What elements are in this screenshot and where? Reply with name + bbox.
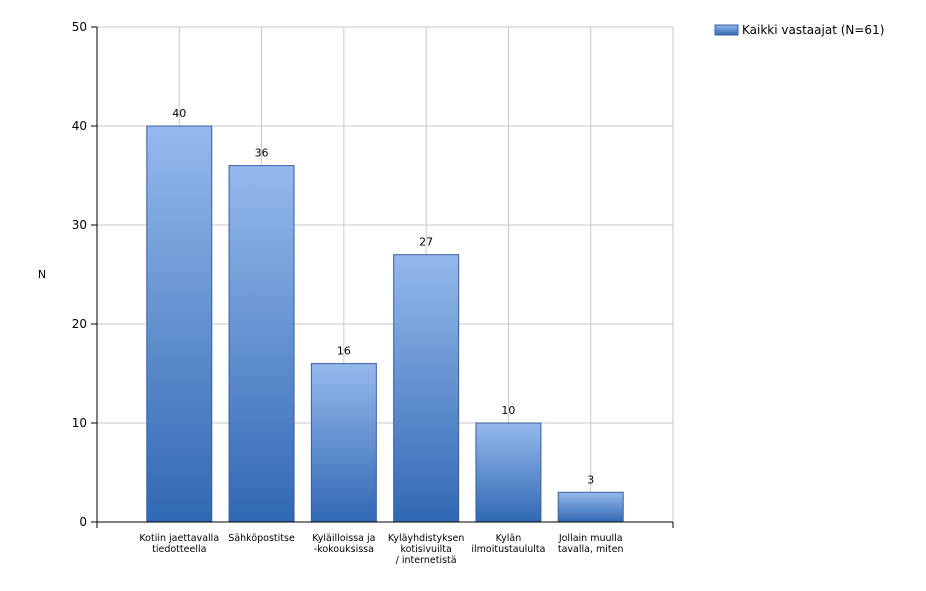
y-tick-label: 10 [72, 416, 87, 430]
data-label: 3 [587, 473, 594, 486]
y-tick-label: 50 [72, 20, 87, 34]
x-tick-label: Kyläilloissa ja -kokouksissa [312, 533, 375, 555]
legend: Kaikki vastaajat (N=61) [714, 23, 884, 37]
data-label: 10 [501, 404, 515, 417]
y-tick-label: 20 [72, 317, 87, 331]
legend-entry: Kaikki vastaajat (N=61) [742, 23, 884, 37]
bar [228, 165, 295, 523]
x-tick-label: Sähköpostitse [228, 533, 295, 544]
x-tick-label: Kyläyhdistyksen kotisivuilta / internetist… [388, 533, 465, 566]
y-axis-title: N [38, 268, 46, 281]
bar [475, 422, 542, 523]
y-tick-label: 40 [72, 119, 87, 133]
y-tick-label: 30 [72, 218, 87, 232]
x-tick-label: Kylän ilmoitustaululta [471, 533, 545, 555]
bars [146, 125, 624, 523]
bar [393, 254, 460, 523]
bar [310, 363, 377, 523]
legend-swatch [714, 24, 739, 36]
data-label: 36 [255, 147, 269, 160]
data-label: 27 [419, 236, 433, 249]
data-label: 40 [172, 107, 186, 120]
x-tick-label: Kotiin jaettavalla tiedotteella [139, 533, 219, 555]
labels: 0 10 20 30 40 50 40 36 16 27 10 3 Kotiin jaettavalla… [72, 20, 624, 566]
bar [557, 491, 624, 523]
bar [146, 125, 213, 523]
y-tick-label: 0 [79, 515, 87, 529]
data-label: 16 [337, 345, 351, 358]
axes [91, 26, 674, 528]
x-tick-label: Jollain muulla tavalla, miten [558, 533, 624, 555]
